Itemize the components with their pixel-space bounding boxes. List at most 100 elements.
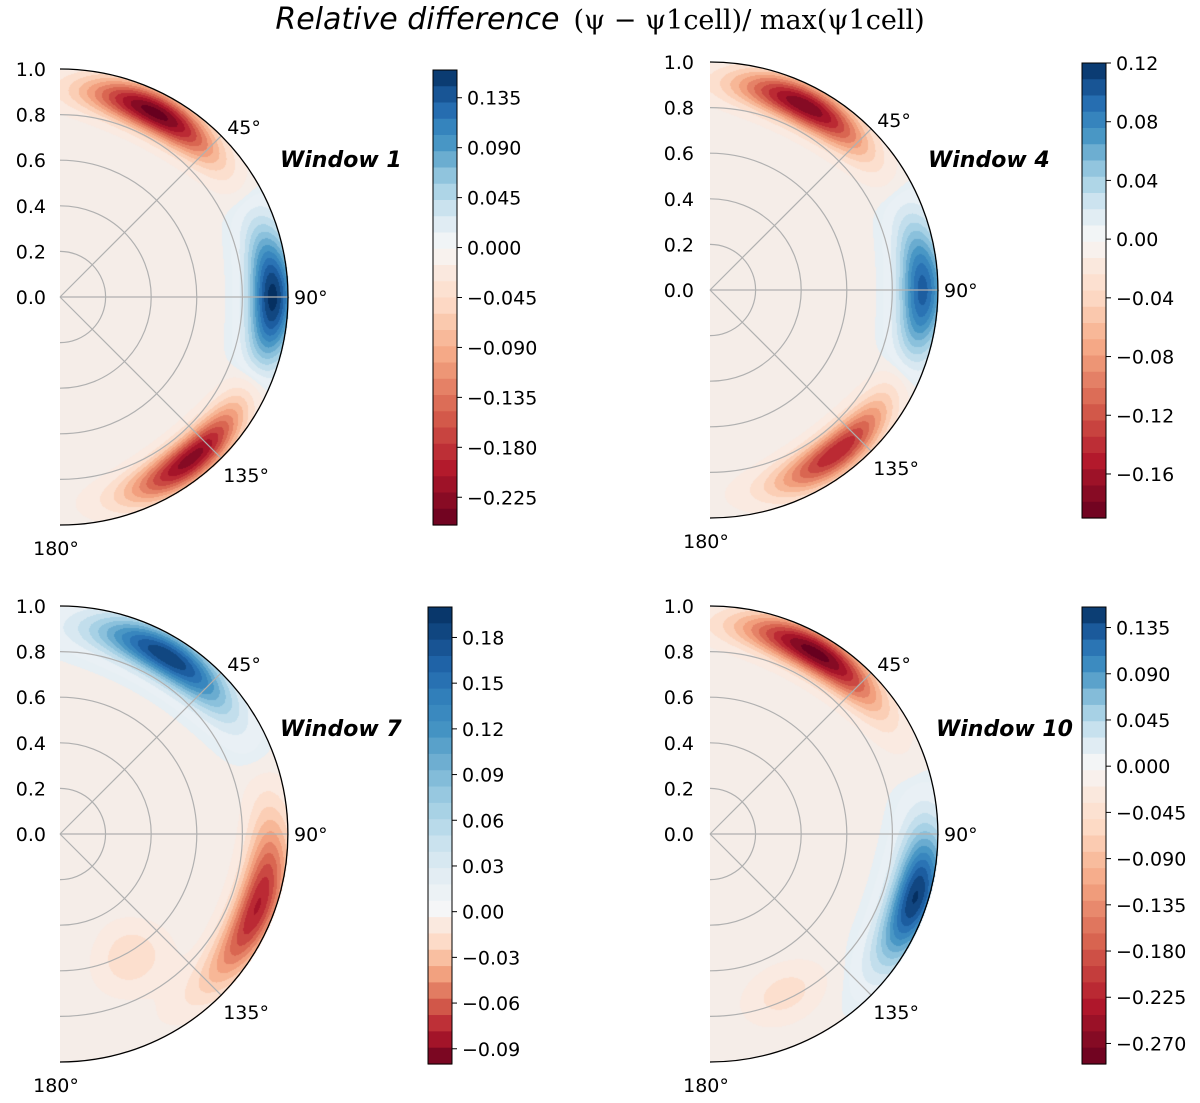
window-title: Window 4 bbox=[928, 148, 1050, 173]
colorbar-band bbox=[433, 86, 457, 104]
colorbar-band bbox=[1082, 323, 1106, 340]
r-tick-label: 1.0 bbox=[664, 596, 694, 618]
colorbar-band bbox=[433, 232, 457, 250]
r-tick-label: 0.8 bbox=[16, 642, 46, 664]
colorbar-band bbox=[1082, 469, 1106, 487]
theta-tick-label: 45° bbox=[227, 117, 261, 139]
colorbar-band bbox=[1082, 193, 1106, 210]
colorbar-band bbox=[1082, 225, 1106, 243]
colorbar-band bbox=[1082, 79, 1106, 97]
theta-tick-label: 135° bbox=[223, 1002, 269, 1024]
colorbar-frame bbox=[1081, 606, 1107, 1065]
colorbar-tick-label: −0.03 bbox=[462, 947, 520, 969]
colorbar-band bbox=[428, 884, 452, 902]
colorbar-tick-label: −0.180 bbox=[1116, 941, 1186, 963]
colorbar-band bbox=[1082, 786, 1106, 804]
grid-spoke bbox=[709, 672, 872, 835]
colorbar-band bbox=[433, 492, 457, 510]
grid-spoke bbox=[709, 128, 872, 291]
colorbar-band bbox=[1082, 900, 1106, 918]
colorbar-band bbox=[433, 70, 457, 87]
colorbar: 0.12 0.08 0.04 0.00 −0.04 −0.08 −0.12 −0.16 bbox=[1081, 53, 1174, 519]
colorbar-tick-label: −0.045 bbox=[1116, 802, 1186, 824]
colorbar-band bbox=[428, 786, 452, 804]
grid-spoke bbox=[59, 296, 222, 459]
r-tick-label: 0.2 bbox=[16, 241, 46, 263]
colorbar-tick-label: −0.225 bbox=[467, 487, 537, 509]
window-title: Window 1 bbox=[280, 148, 402, 173]
colorbar-band bbox=[1082, 949, 1106, 967]
theta-tick-label: 135° bbox=[873, 458, 919, 480]
colorbar-band bbox=[1082, 672, 1106, 690]
colorbar-tick-label: −0.045 bbox=[467, 288, 537, 310]
colorbar-tick-label: −0.180 bbox=[467, 437, 537, 459]
colorbar-band bbox=[1082, 306, 1106, 324]
theta-tick-label: 45° bbox=[227, 654, 261, 676]
colorbar-tick-label: 0.18 bbox=[462, 627, 504, 649]
colorbar-band bbox=[428, 753, 452, 771]
colorbar-band bbox=[1082, 933, 1106, 951]
colorbar-tick-label: 0.12 bbox=[1116, 53, 1158, 75]
colorbar-band bbox=[433, 330, 457, 347]
theta-tick-label: 180° bbox=[683, 531, 729, 553]
colorbar-band bbox=[433, 378, 457, 396]
r-tick-label: 0.0 bbox=[664, 280, 694, 302]
colorbar-band bbox=[1082, 884, 1106, 902]
colorbar-band bbox=[428, 917, 452, 935]
theta-tick-label: 45° bbox=[877, 110, 911, 132]
r-tick-label: 0.4 bbox=[16, 196, 46, 218]
colorbar-band bbox=[433, 135, 457, 152]
colorbar-band bbox=[1082, 917, 1106, 935]
r-tick-label: 0.6 bbox=[664, 687, 694, 709]
colorbar-band bbox=[1082, 737, 1106, 755]
r-tick-label: 0.2 bbox=[664, 234, 694, 256]
colorbar-tick-label: 0.135 bbox=[1116, 618, 1170, 640]
colorbar-band bbox=[433, 200, 457, 217]
r-tick-label: 0.8 bbox=[664, 642, 694, 664]
colorbar-tick-label: 0.06 bbox=[462, 810, 504, 832]
colorbar: 0.135 0.090 0.045 0.000 −0.045 −0.090 −0.135 −0… bbox=[432, 69, 537, 526]
colorbar-band bbox=[433, 102, 457, 120]
r-tick-label: 0.2 bbox=[16, 778, 46, 800]
colorbar-band bbox=[1082, 501, 1106, 519]
colorbar-tick-label: −0.135 bbox=[467, 387, 537, 409]
colorbar-frame bbox=[1081, 62, 1107, 519]
colorbar-band bbox=[428, 835, 452, 853]
colorbar-band bbox=[1082, 639, 1106, 657]
colorbar-tick-label: 0.090 bbox=[1116, 664, 1170, 686]
grid-spoke bbox=[59, 672, 222, 835]
colorbar-band bbox=[433, 313, 457, 331]
colorbar-band bbox=[1082, 868, 1106, 886]
colorbar-band bbox=[428, 966, 452, 983]
theta-tick-label: 135° bbox=[223, 465, 269, 487]
theta-tick-label: 90° bbox=[944, 824, 978, 846]
colorbar-tick-label: 0.045 bbox=[467, 188, 521, 210]
colorbar-tick-label: 0.09 bbox=[462, 765, 504, 787]
colorbar-band bbox=[428, 623, 452, 641]
colorbar-band bbox=[1082, 420, 1106, 438]
colorbar-band bbox=[1082, 688, 1106, 706]
colorbar-band bbox=[1082, 339, 1106, 357]
theta-tick-label: 180° bbox=[683, 1075, 729, 1097]
colorbar-tick-label: 0.135 bbox=[467, 88, 521, 110]
colorbar-band bbox=[433, 362, 457, 380]
colorbar-band bbox=[1082, 176, 1106, 194]
r-tick-label: 0.4 bbox=[664, 189, 694, 211]
polar-outline bbox=[709, 61, 939, 519]
colorbar-band bbox=[433, 183, 457, 201]
colorbar-tick-label: −0.04 bbox=[1116, 288, 1174, 310]
colorbar-band bbox=[433, 395, 457, 412]
colorbar-band bbox=[428, 998, 452, 1016]
polar-grid bbox=[709, 107, 938, 473]
colorbar-tick-label: 0.12 bbox=[462, 719, 504, 741]
colorbar-band bbox=[428, 607, 452, 624]
colorbar-band bbox=[428, 770, 452, 788]
window-title: Window 7 bbox=[280, 717, 402, 742]
colorbar-band bbox=[1082, 819, 1106, 837]
colorbar-band bbox=[433, 216, 457, 234]
grid-spoke bbox=[59, 833, 222, 996]
colorbar-band bbox=[1082, 160, 1106, 178]
theta-tick-label: 90° bbox=[294, 824, 328, 846]
r-tick-label: 0.0 bbox=[16, 824, 46, 846]
